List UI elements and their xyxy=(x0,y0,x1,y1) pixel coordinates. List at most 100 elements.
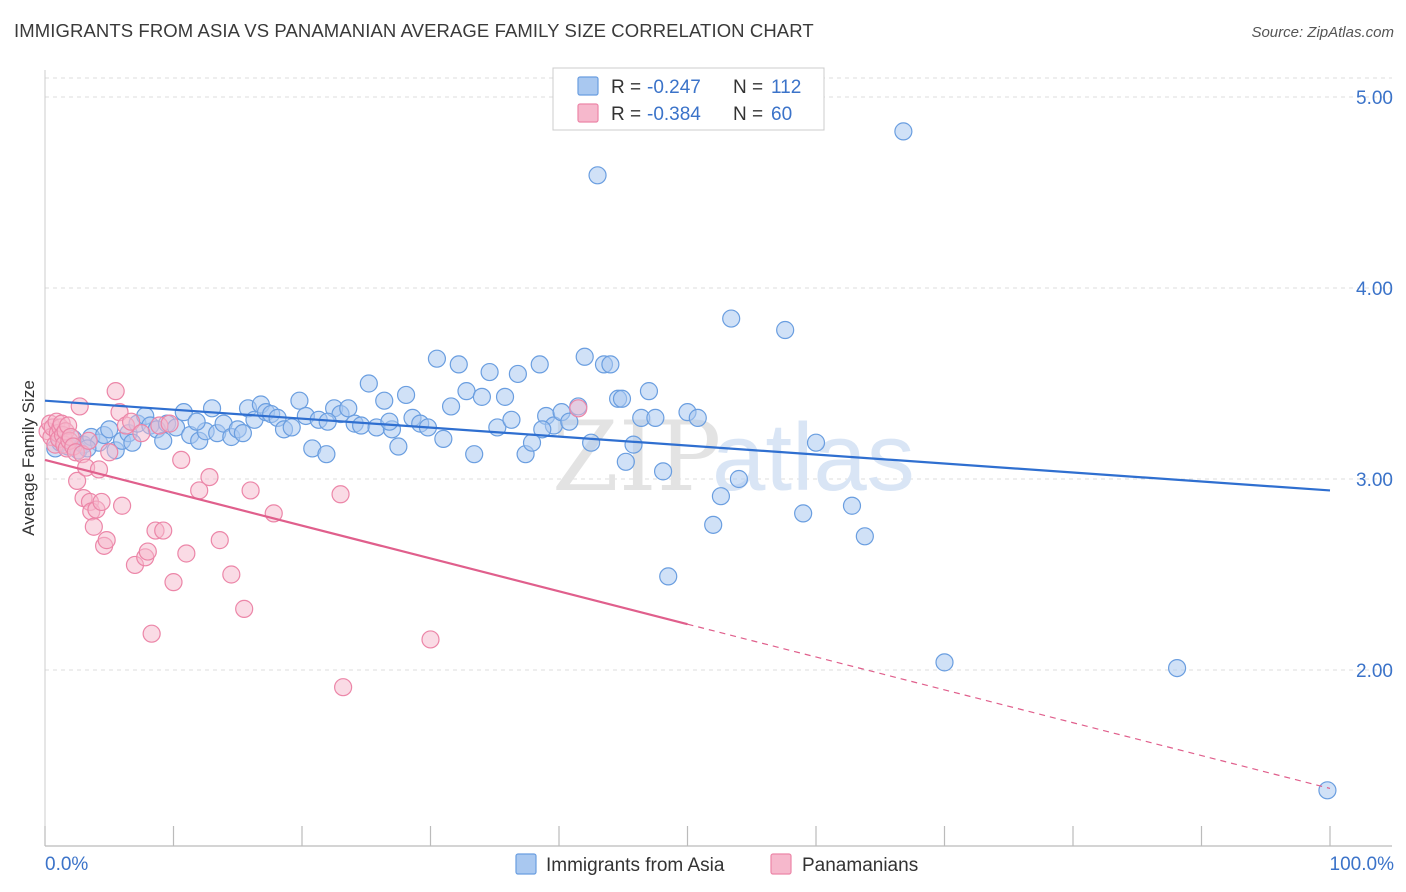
data-point-asia xyxy=(704,515,723,534)
data-point-asia xyxy=(434,429,453,448)
data-point-asia xyxy=(508,364,527,384)
legend-r-value-1: -0.247 xyxy=(647,77,701,98)
y-tick-label: 2.00 xyxy=(1356,661,1393,682)
bottom-legend: Immigrants from Asia Panamanians xyxy=(515,853,918,876)
data-point-asia xyxy=(659,567,678,586)
bottom-legend-label-pink: Panamanians xyxy=(802,855,918,876)
data-point-asia xyxy=(601,355,620,374)
y-axis-label: Average Family Size xyxy=(19,380,38,536)
data-point-asia xyxy=(282,418,301,437)
x-tick-label-max: 100.0% xyxy=(1330,854,1395,875)
y-tick-label: 4.00 xyxy=(1356,279,1393,300)
data-point-asia xyxy=(560,412,579,431)
data-point-panamanian xyxy=(569,399,588,418)
bottom-legend-swatch-blue xyxy=(515,853,537,875)
trend-line-asia xyxy=(44,399,1331,492)
y-tick-label: 3.00 xyxy=(1356,470,1393,491)
data-point-asia xyxy=(533,420,552,439)
data-point-asia xyxy=(396,385,416,405)
data-point-panamanian xyxy=(177,544,196,563)
trend-line-panamanian xyxy=(44,458,688,626)
legend-n-value-2: 60 xyxy=(771,104,792,125)
data-point-asia xyxy=(794,504,813,523)
data-point-panamanian xyxy=(331,485,350,504)
data-point-asia xyxy=(375,391,394,410)
data-point-panamanian xyxy=(235,599,254,618)
data-point-asia xyxy=(624,435,643,454)
data-point-panamanian xyxy=(97,531,116,550)
data-point-asia xyxy=(465,445,484,464)
trend-line-panamanian-extrapolated xyxy=(687,623,1331,790)
data-point-asia xyxy=(449,355,468,374)
data-point-asia xyxy=(855,527,874,546)
bottom-legend-swatch-pink xyxy=(770,853,792,875)
data-point-asia xyxy=(352,416,371,435)
data-point-asia xyxy=(616,452,635,471)
x-tick-label-min: 0.0% xyxy=(45,854,88,875)
data-point-asia xyxy=(457,382,476,401)
data-point-panamanian xyxy=(241,481,260,500)
legend-r-label-2: R = xyxy=(611,104,641,125)
data-point-panamanian xyxy=(210,531,229,550)
data-point-panamanian xyxy=(132,424,151,443)
data-point-panamanian xyxy=(138,542,157,561)
chart-title: IMMIGRANTS FROM ASIA VS PANAMANIAN AVERA… xyxy=(14,20,814,41)
data-point-panamanian xyxy=(70,397,89,416)
trend-lines xyxy=(44,399,1331,790)
legend-swatch-pink xyxy=(577,103,599,123)
data-point-panamanian xyxy=(84,517,103,536)
data-point-asia xyxy=(1167,658,1187,678)
data-point-asia xyxy=(290,391,309,410)
watermark-atlas: atlas xyxy=(712,404,915,511)
legend-n-value-1: 112 xyxy=(771,77,801,98)
data-point-asia xyxy=(646,408,665,427)
data-point-asia xyxy=(530,355,549,374)
legend-box: R = -0.247 N = 112 R = -0.384 N = 60 xyxy=(552,67,825,131)
data-point-asia xyxy=(842,496,862,515)
data-point-asia xyxy=(495,387,515,406)
data-point-panamanian xyxy=(172,450,191,469)
data-point-asia xyxy=(894,122,913,141)
y-tick-label: 5.00 xyxy=(1356,88,1393,109)
data-point-panamanian xyxy=(421,630,440,649)
source-label: Source: ZipAtlas.com xyxy=(1251,24,1394,41)
bottom-legend-label-blue: Immigrants from Asia xyxy=(546,855,725,876)
data-point-asia xyxy=(776,320,795,340)
data-point-asia xyxy=(806,433,826,452)
data-point-asia xyxy=(588,166,607,185)
data-point-asia xyxy=(502,410,521,429)
data-point-panamanian xyxy=(112,496,132,515)
data-point-panamanian xyxy=(334,678,353,697)
data-point-panamanian xyxy=(121,412,141,431)
data-point-asia xyxy=(427,349,447,368)
data-point-asia xyxy=(612,389,632,408)
data-point-asia xyxy=(174,403,193,422)
data-point-panamanian xyxy=(200,467,219,487)
data-point-panamanian xyxy=(68,471,87,491)
data-point-asia xyxy=(202,399,222,418)
legend-r-value-2: -0.384 xyxy=(647,104,701,125)
data-point-panamanian xyxy=(92,492,111,512)
data-point-asia xyxy=(935,653,954,672)
data-point-panamanian xyxy=(142,624,161,643)
data-point-asia xyxy=(317,445,336,464)
data-point-asia xyxy=(380,412,399,431)
data-point-asia xyxy=(688,408,707,427)
data-point-asia xyxy=(480,362,499,382)
data-point-asia xyxy=(154,431,173,450)
data-point-panamanian xyxy=(154,521,173,540)
legend-n-label-1: N = xyxy=(733,77,763,98)
x-axis-ticks xyxy=(44,826,1331,846)
data-point-asia xyxy=(711,487,731,506)
y-axis-tick-labels: 2.00 3.00 4.00 5.00 xyxy=(1356,88,1393,682)
legend-r-label-1: R = xyxy=(611,77,641,98)
data-point-asia xyxy=(722,309,741,328)
data-point-asia xyxy=(441,397,461,416)
legend-swatch-blue xyxy=(577,76,599,96)
data-point-asia xyxy=(1318,781,1337,800)
grid-lines xyxy=(45,77,1392,671)
data-point-asia xyxy=(639,382,659,401)
data-point-asia xyxy=(653,462,673,481)
data-point-asia xyxy=(582,433,601,452)
